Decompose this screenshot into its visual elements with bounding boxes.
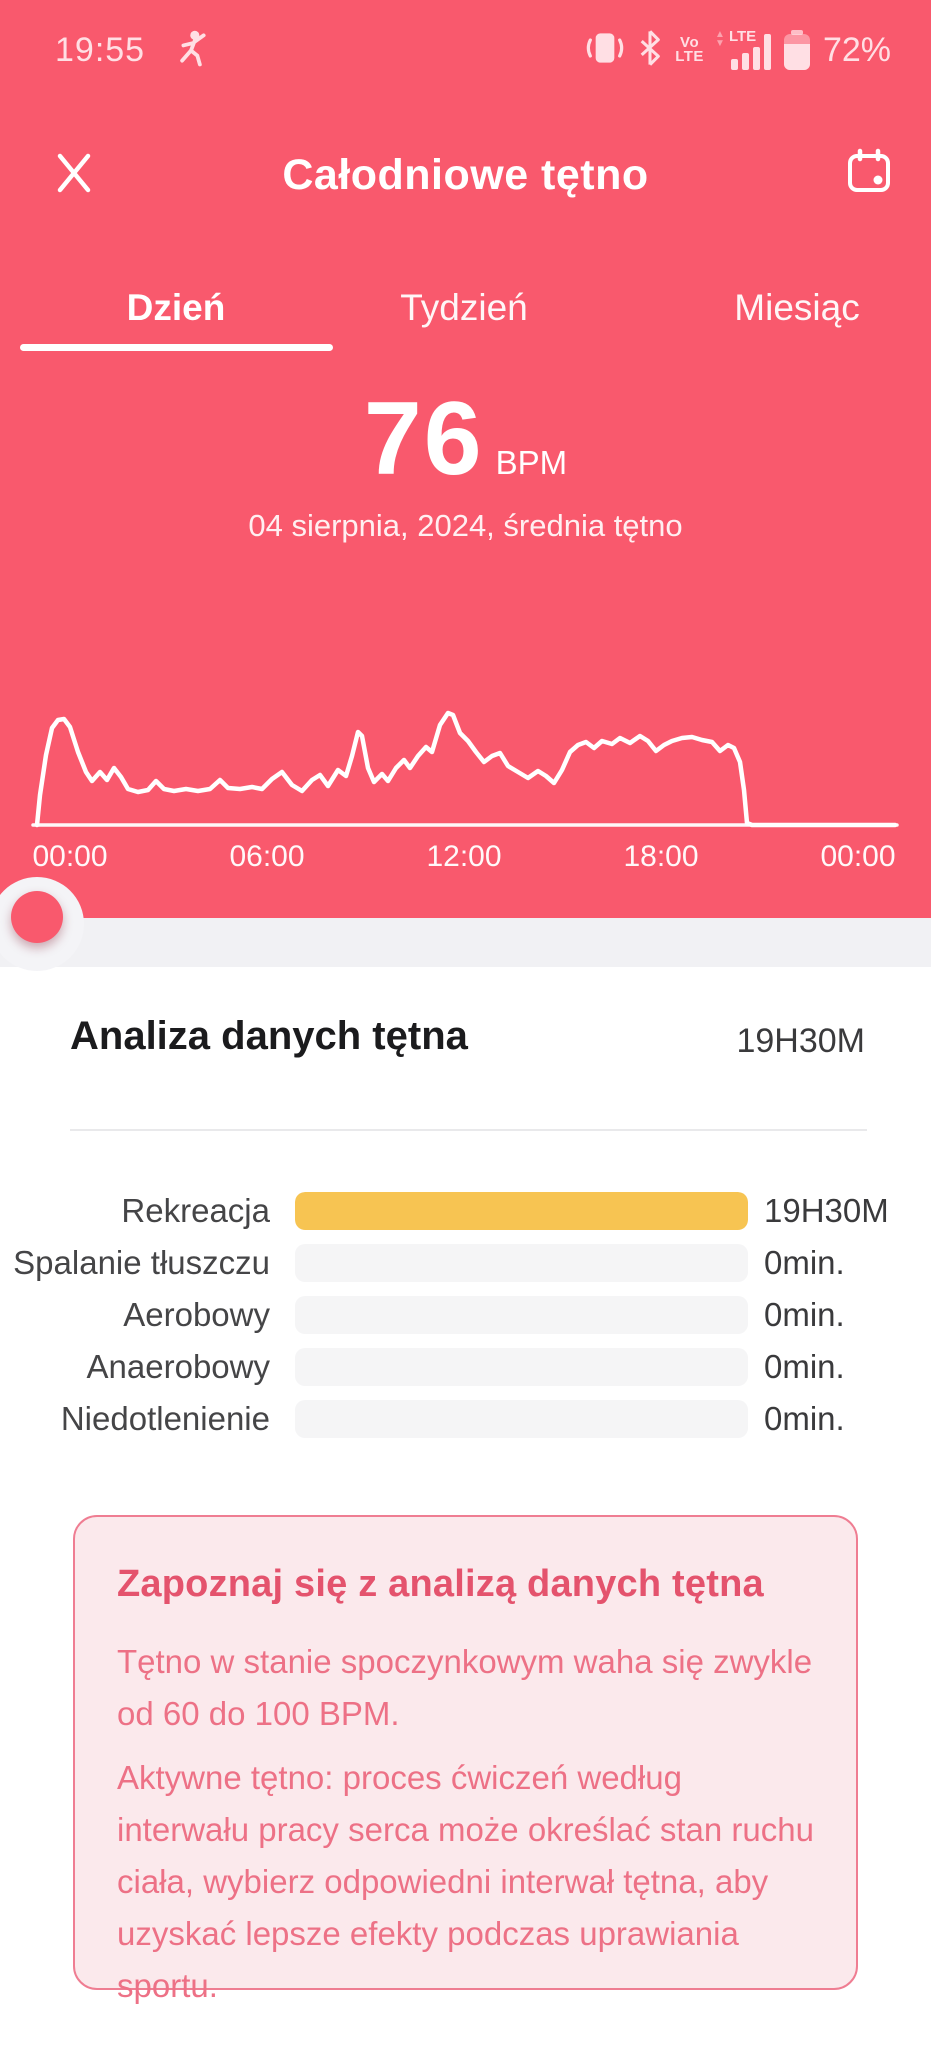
zone-label: Aerobowy — [123, 1296, 270, 1333]
workout-mode-icon — [175, 29, 207, 72]
period-tabs: Dzień Tydzień Miesiąc — [0, 280, 931, 336]
clock-text: 19:55 — [55, 30, 146, 69]
x-tick-label: 00:00 — [32, 840, 108, 873]
status-left: 19:55 — [55, 29, 207, 72]
status-right: Vo LTE ▲ ▼ LTE 72% — [572, 28, 891, 72]
battery-percent-text: 72% — [822, 30, 891, 69]
battery-icon — [783, 30, 810, 70]
volte-top-text: Vo — [680, 34, 700, 51]
zone-label: Niedotlenienie — [60, 1400, 270, 1437]
active-tab-indicator — [20, 344, 333, 351]
bluetooth-icon — [638, 29, 662, 71]
status-bar: 19:55 — [55, 26, 891, 74]
signal-bars — [727, 34, 771, 70]
zone-bar-track — [295, 1400, 748, 1438]
zone-row: Anaerobowy 0min. — [0, 1348, 931, 1386]
zone-label: Spalanie tłuszczu — [13, 1244, 270, 1281]
x-tick-label: 06:00 — [229, 840, 305, 873]
x-tick-label: 18:00 — [623, 840, 699, 873]
bpm-value: 76 — [363, 381, 484, 497]
zone-row: Aerobowy 0min. — [0, 1296, 931, 1334]
analysis-total-duration: 19H30M — [736, 1022, 865, 1060]
bpm-unit: BPM — [495, 444, 568, 481]
network-type-text: LTE — [728, 28, 757, 45]
zone-duration-value: 0min. — [764, 1296, 845, 1333]
header-transition-band — [0, 918, 931, 967]
page-title: Całodniowe tętno — [282, 151, 649, 199]
volte-icon: Vo LTE — [675, 34, 704, 65]
zone-label: Anaerobowy — [86, 1348, 270, 1385]
zone-bar-track — [295, 1348, 748, 1386]
zone-duration-value: 0min. — [764, 1400, 845, 1437]
x-tick-label: 00:00 — [820, 840, 896, 873]
zone-row: Niedotlenienie 0min. — [0, 1400, 931, 1438]
info-card: Zapoznaj się z analizą danych tętna Tętn… — [73, 1515, 858, 2004]
cell-signal-icon: ▲ ▼ LTE — [714, 28, 771, 70]
x-tick-label: 12:00 — [426, 840, 502, 873]
zone-bar-track — [295, 1244, 748, 1282]
date-and-metric-subtitle: 04 sierpnia, 2024, średnia tętno — [248, 508, 683, 543]
calendar-button[interactable] — [843, 146, 895, 198]
tab-month[interactable]: Miesiąc — [734, 287, 860, 328]
tab-week[interactable]: Tydzień — [400, 287, 528, 328]
info-card-paragraph: Tętno w stanie spoczynkowym waha się zwy… — [117, 1643, 813, 1732]
zone-row: Rekreacja 19H30M — [0, 1192, 931, 1230]
info-card-body: Tętno w stanie spoczynkowym waha się zwy… — [117, 1636, 814, 2012]
zone-label: Rekreacja — [121, 1192, 270, 1229]
battery-fill — [783, 44, 810, 70]
zone-duration-value: 0min. — [764, 1348, 845, 1385]
heart-rate-zones: Rekreacja 19H30M Spalanie tłuszczu 0min. Aer… — [0, 1192, 931, 1452]
analysis-heading: Analiza danych tętna — [70, 1014, 468, 1058]
zone-duration-value: 0min. — [764, 1244, 845, 1281]
average-bpm: 76 BPM — [0, 380, 931, 499]
tab-day[interactable]: Dzień — [126, 287, 226, 328]
scrub-handle[interactable] — [11, 891, 63, 943]
title-bar: Całodniowe tętno — [0, 140, 931, 210]
info-card-title: Zapoznaj się z analizą danych tętna — [117, 1563, 764, 1605]
vibrate-icon — [585, 29, 625, 72]
heart-rate-line — [34, 710, 898, 828]
zone-bar-fill — [295, 1192, 748, 1230]
zone-row: Spalanie tłuszczu 0min. — [0, 1244, 931, 1282]
data-arrows-icon: ▲ ▼ — [714, 29, 725, 49]
heart-rate-chart[interactable] — [0, 470, 931, 918]
hero-header: 19:55 — [0, 0, 931, 918]
x-axis-labels: 00:00 06:00 12:00 18:00 00:00 — [0, 840, 931, 878]
zone-bar-track — [295, 1296, 748, 1334]
close-button[interactable] — [48, 146, 100, 198]
zone-bar-track — [295, 1192, 748, 1230]
section-divider — [70, 1129, 867, 1131]
info-card-paragraph: Aktywne tętno: proces ćwiczeń według int… — [117, 1759, 814, 2004]
zone-duration-value: 19H30M — [764, 1192, 889, 1229]
volte-bottom-text: LTE — [675, 48, 704, 65]
